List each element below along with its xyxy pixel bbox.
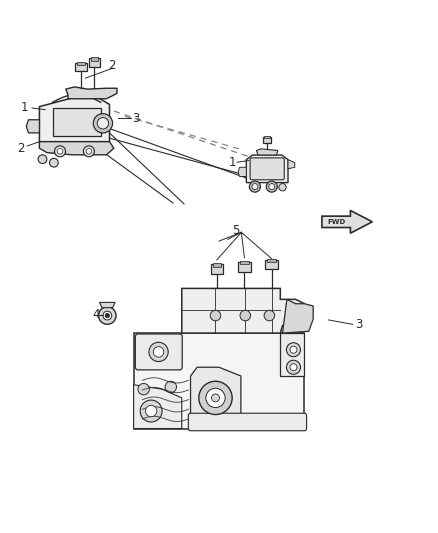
Circle shape xyxy=(83,146,95,157)
Polygon shape xyxy=(322,211,372,233)
Polygon shape xyxy=(53,108,101,136)
Text: 1: 1 xyxy=(20,101,28,115)
Bar xyxy=(88,59,100,67)
Circle shape xyxy=(266,181,277,192)
Circle shape xyxy=(212,394,219,402)
FancyBboxPatch shape xyxy=(188,413,307,431)
Circle shape xyxy=(86,149,92,154)
Text: FWD: FWD xyxy=(327,219,346,225)
Text: 5: 5 xyxy=(232,224,239,237)
Bar xyxy=(238,262,251,272)
Text: 3: 3 xyxy=(356,318,363,331)
Text: 2: 2 xyxy=(17,142,25,155)
Circle shape xyxy=(140,400,162,422)
Bar xyxy=(211,264,223,274)
Circle shape xyxy=(206,388,225,408)
Circle shape xyxy=(165,381,177,393)
Bar xyxy=(78,62,85,65)
Circle shape xyxy=(138,383,149,395)
Circle shape xyxy=(105,313,110,318)
Circle shape xyxy=(252,183,258,190)
Text: 2: 2 xyxy=(108,59,116,71)
Polygon shape xyxy=(288,159,295,169)
Bar xyxy=(213,263,221,266)
Polygon shape xyxy=(26,120,39,133)
Circle shape xyxy=(153,346,164,357)
Circle shape xyxy=(145,405,157,417)
Polygon shape xyxy=(134,333,304,429)
FancyBboxPatch shape xyxy=(250,158,284,180)
Circle shape xyxy=(290,364,297,371)
Polygon shape xyxy=(191,367,241,424)
Polygon shape xyxy=(66,87,117,99)
Circle shape xyxy=(38,155,47,164)
Bar xyxy=(265,260,278,269)
Circle shape xyxy=(269,183,275,190)
Circle shape xyxy=(103,311,112,320)
Circle shape xyxy=(290,346,297,353)
Circle shape xyxy=(199,381,232,415)
Polygon shape xyxy=(280,333,304,376)
Polygon shape xyxy=(39,98,110,142)
Circle shape xyxy=(286,360,300,374)
Polygon shape xyxy=(39,142,114,155)
Circle shape xyxy=(279,183,286,191)
Bar xyxy=(265,136,270,138)
Circle shape xyxy=(93,114,113,133)
Circle shape xyxy=(97,118,109,129)
Polygon shape xyxy=(257,149,278,155)
Polygon shape xyxy=(246,155,288,183)
Circle shape xyxy=(240,310,251,321)
Text: 3: 3 xyxy=(132,112,139,125)
Polygon shape xyxy=(238,167,246,176)
Bar xyxy=(91,57,98,61)
Circle shape xyxy=(249,181,261,192)
Circle shape xyxy=(149,342,168,361)
Circle shape xyxy=(99,307,116,324)
Polygon shape xyxy=(134,385,182,429)
Bar xyxy=(268,259,276,262)
Circle shape xyxy=(54,146,66,157)
Polygon shape xyxy=(182,288,304,333)
Circle shape xyxy=(49,158,58,167)
Bar xyxy=(75,63,87,71)
Polygon shape xyxy=(99,302,115,308)
Circle shape xyxy=(286,343,300,357)
Bar xyxy=(240,261,248,264)
Bar xyxy=(263,136,272,143)
Text: 1: 1 xyxy=(228,156,236,169)
Circle shape xyxy=(210,310,221,321)
Circle shape xyxy=(57,149,63,154)
Circle shape xyxy=(264,310,275,321)
Polygon shape xyxy=(283,300,313,333)
FancyBboxPatch shape xyxy=(135,334,182,370)
Text: 4: 4 xyxy=(92,308,100,321)
